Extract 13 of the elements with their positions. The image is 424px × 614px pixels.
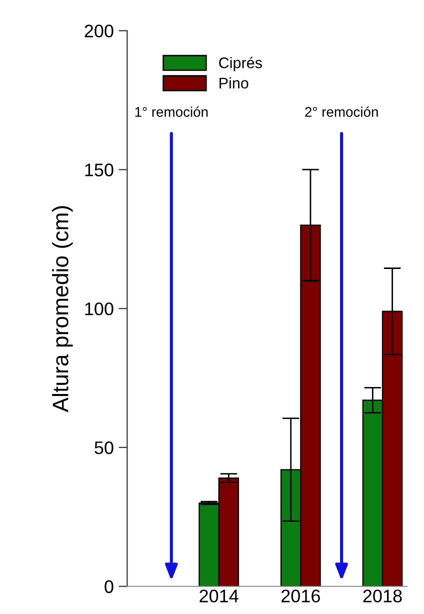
x-tick-label: 2016: [281, 590, 320, 602]
annotation: 1° remoción: [135, 106, 208, 117]
y-tick-label: 0: [104, 580, 114, 594]
annotation: 2° remoción: [305, 106, 378, 117]
x-tick-label: 2014: [200, 590, 238, 602]
x-tick-label: 2018: [363, 590, 402, 602]
legend-label: Pino: [220, 77, 248, 89]
y-axis-title: Altura promedio (cm): [52, 206, 73, 412]
y-tick-label: 100: [85, 302, 114, 316]
legend-label: Ciprés: [219, 56, 262, 72]
y-tick-label: 50: [94, 441, 114, 454]
y-tick-label: 150: [85, 164, 114, 176]
y-tick-label: 200: [84, 24, 114, 38]
